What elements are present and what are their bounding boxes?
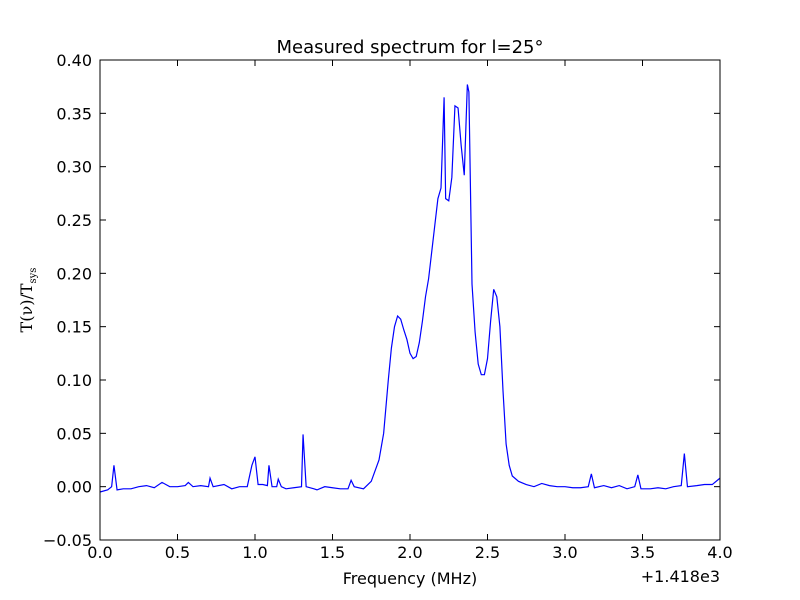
- x-tick-label: 0.5: [165, 543, 190, 562]
- y-tick-label: 0.40: [56, 51, 92, 70]
- y-tick-label: 0.25: [56, 211, 92, 230]
- y-tick-label: 0.20: [56, 264, 92, 283]
- y-tick-label: 0.10: [56, 371, 92, 390]
- x-tick-label: 0.0: [87, 543, 112, 562]
- chart-title: Measured spectrum for l=25°: [276, 37, 543, 58]
- x-tick-label: 3.0: [552, 543, 577, 562]
- y-tick-label: 0.05: [56, 424, 92, 443]
- y-axis-label: T(ν)/Tsys: [17, 268, 39, 333]
- y-tick-label: −0.05: [43, 531, 92, 550]
- y-tick-label: 0.35: [56, 104, 92, 123]
- data-line: [99, 84, 721, 493]
- y-axis-label-sub: sys: [28, 268, 39, 284]
- x-tick-label: 3.5: [630, 543, 655, 562]
- y-axis-label-main: T(ν)/T: [17, 283, 36, 332]
- x-tick-label: 2.5: [475, 543, 500, 562]
- x-tick-label: 2.0: [397, 543, 422, 562]
- y-tick-label: 0.00: [56, 478, 92, 497]
- x-tick-label: 4.0: [707, 543, 732, 562]
- x-offset-label: +1.418e3: [641, 567, 720, 586]
- y-tick-label: 0.15: [56, 318, 92, 337]
- plot-frame: [99, 59, 721, 541]
- x-axis-label: Frequency (MHz): [343, 569, 477, 588]
- y-tick-label: 0.30: [56, 158, 92, 177]
- x-tick-label: 1.5: [320, 543, 345, 562]
- x-tick-label: 1.0: [242, 543, 267, 562]
